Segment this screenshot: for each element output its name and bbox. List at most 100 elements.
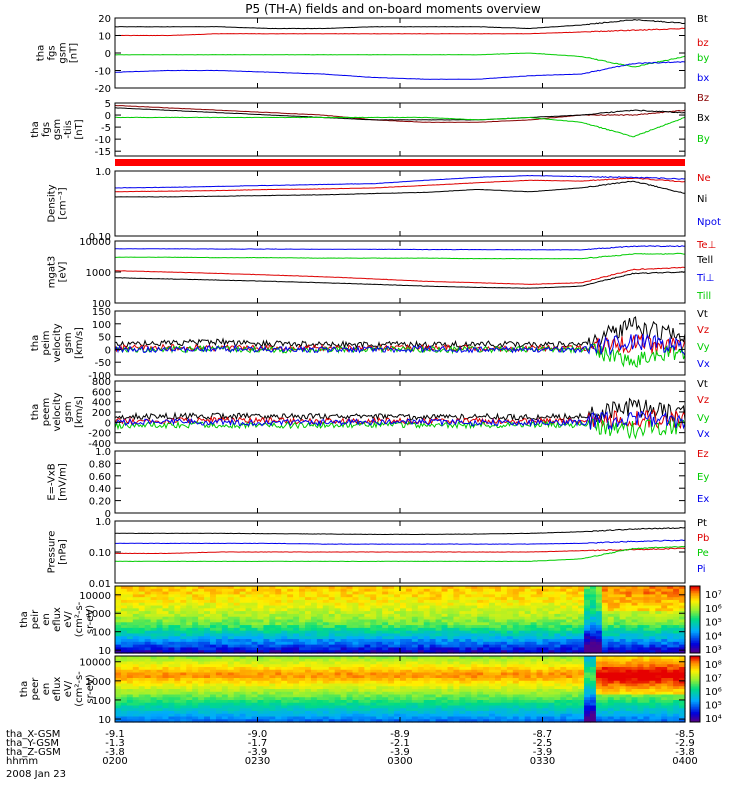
heatmap-cell <box>477 639 484 643</box>
heatmap-cell <box>417 625 425 629</box>
heatmap-cell <box>637 697 645 701</box>
heatmap-cell <box>631 678 639 682</box>
heatmap-cell <box>595 591 603 595</box>
heatmap-cell <box>667 691 674 696</box>
heatmap-cell <box>227 680 235 685</box>
heatmap-cell <box>299 602 306 607</box>
heatmap-cell <box>667 678 674 682</box>
heatmap-cell <box>370 689 377 693</box>
heatmap-cell <box>429 608 437 612</box>
heatmap-cell <box>316 608 324 612</box>
heatmap-cell <box>370 694 377 698</box>
heatmap-cell <box>405 705 413 709</box>
heatmap-cell <box>269 713 276 718</box>
heatmap-cell <box>500 627 508 632</box>
heatmap-cell <box>441 656 449 660</box>
heatmap-cell <box>370 667 377 671</box>
heatmap-cell <box>613 661 621 665</box>
heatmap-cell <box>524 656 532 660</box>
heatmap-cell <box>584 622 591 626</box>
heatmap-cell <box>388 700 395 704</box>
heatmap-cell <box>310 719 318 723</box>
heatmap-cell <box>126 683 134 687</box>
heatmap-cell <box>316 713 324 718</box>
heatmap-cell <box>495 608 502 612</box>
heatmap-cell <box>584 597 591 601</box>
heatmap-cell <box>661 619 668 623</box>
heatmap-cell <box>590 613 597 618</box>
heatmap-cell <box>210 639 217 643</box>
heatmap-cell <box>322 616 330 621</box>
heatmap-cell <box>263 708 270 712</box>
heatmap-cell <box>405 672 413 676</box>
heatmap-cell <box>495 656 502 660</box>
heatmap-cell <box>601 678 609 682</box>
heatmap-cell <box>132 672 140 676</box>
heatmap-cell <box>405 625 413 629</box>
heatmap-cell <box>370 605 377 609</box>
heatmap-cell <box>388 594 395 598</box>
heatmap-cell <box>625 664 633 668</box>
heatmap-cell <box>186 622 193 626</box>
heatmap-cell <box>293 602 300 607</box>
heatmap-cell <box>144 633 152 637</box>
heatmap-cell <box>215 599 223 604</box>
heatmap-cell <box>322 591 330 595</box>
heatmap-cell <box>299 658 306 663</box>
heatmap-cell <box>251 708 259 712</box>
heatmap-cell <box>388 608 395 612</box>
heatmap-cell <box>590 700 597 704</box>
heatmap-cell <box>471 697 478 701</box>
heatmap-cell <box>382 705 389 709</box>
heatmap-cell <box>560 686 567 690</box>
heatmap-cell <box>239 661 247 665</box>
heatmap-cell <box>435 639 443 643</box>
heatmap-cell <box>631 675 639 679</box>
heatmap-cell <box>281 647 288 651</box>
heatmap-cell <box>168 636 175 640</box>
colorbar-step <box>690 651 700 654</box>
heatmap-cell <box>518 711 526 715</box>
heatmap-cell <box>613 708 621 712</box>
heatmap-cell <box>453 656 460 660</box>
heatmap-cell <box>435 627 443 632</box>
heatmap-cell <box>673 613 680 618</box>
colorbar-step <box>690 591 700 594</box>
heatmap-cell <box>299 667 306 671</box>
heatmap-cell <box>192 627 199 632</box>
heatmap-cell <box>310 711 318 715</box>
heatmap-cell <box>560 716 567 720</box>
heatmap-cell <box>447 713 455 718</box>
heatmap-cell <box>554 705 561 709</box>
heatmap-cell <box>417 656 425 660</box>
heatmap-cell <box>305 641 312 646</box>
heatmap-cell <box>411 586 419 590</box>
heatmap-cell <box>661 644 668 649</box>
heatmap-cell <box>370 625 377 629</box>
heatmap-cell <box>352 588 360 593</box>
heatmap-cell <box>120 700 128 704</box>
heatmap-cell <box>536 661 544 665</box>
heatmap-cell <box>334 656 342 660</box>
heatmap-cell <box>613 694 621 698</box>
heatmap-cell <box>566 678 573 682</box>
heatmap-cell <box>251 599 259 604</box>
heatmap-cell <box>679 702 686 707</box>
heatmap-cell <box>489 650 496 654</box>
heatmap-cell <box>257 669 265 674</box>
heatmap-cell <box>584 680 591 685</box>
heatmap-cell <box>536 591 544 595</box>
heatmap-cell <box>144 639 152 643</box>
heatmap-cell <box>328 636 336 640</box>
heatmap-cell <box>429 594 437 598</box>
heatmap-cell <box>572 664 579 668</box>
heatmap-cell <box>192 656 199 660</box>
heatmap-cell <box>245 619 253 623</box>
heatmap-cell <box>607 586 615 590</box>
heatmap-cell <box>251 689 259 693</box>
heatmap-cell <box>429 686 437 690</box>
heatmap-cell <box>411 694 419 698</box>
heatmap-cell <box>667 658 674 663</box>
heatmap-cell <box>453 669 460 674</box>
heatmap-cell <box>679 616 686 621</box>
